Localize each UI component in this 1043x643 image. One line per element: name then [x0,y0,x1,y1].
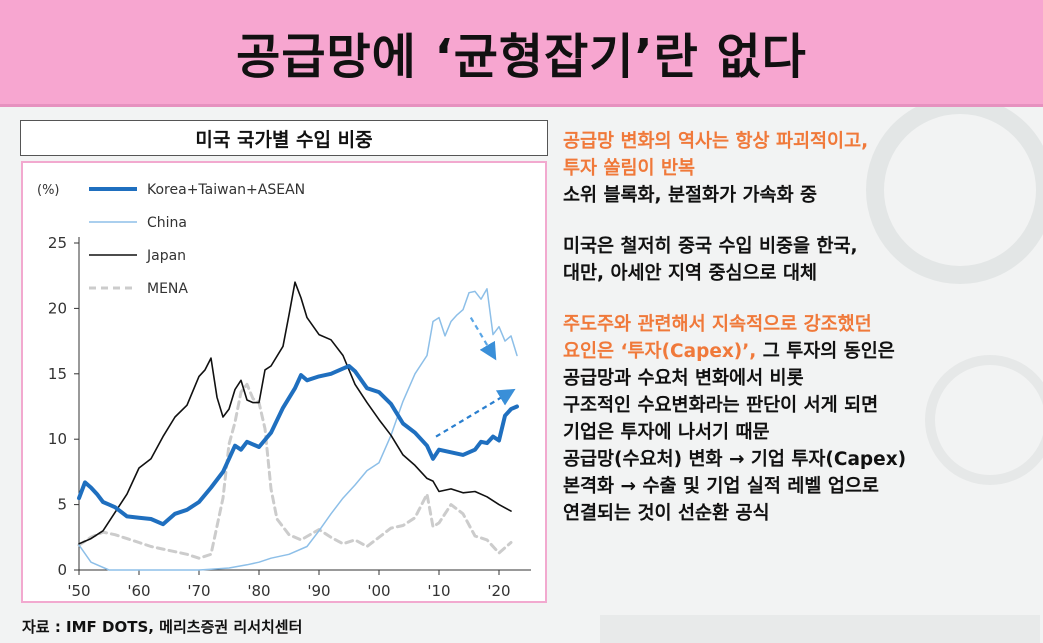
commentary-line: 요인은 ‘투자(Capex)’, 그 투자의 동인은 [563,341,895,362]
x-tick-label: '50 [67,582,90,600]
y-tick-label: 25 [48,234,67,252]
x-tick-label: '90 [307,582,330,600]
x-tick-label: '70 [187,582,210,600]
line-chart: (%) 0 5 10 15 20 25 '50 '60 '70 '80 '90 '00 '10 '20 Kor… [37,182,531,600]
commentary-paragraph: 미국은 철저히 중국 수입 비중을 한국, 대만, 아세안 지역 중심으로 대체 [563,233,1038,287]
header-banner: 공급망에 ‘균형잡기’란 없다 [0,0,1043,107]
chart-frame: (%) 0 5 10 15 20 25 '50 '60 '70 '80 '90 '00 '10 '20 Kor… [21,161,547,603]
commentary-line: 연결되는 것이 선순환 공식 [563,503,770,524]
legend-label: MENA [147,281,188,297]
y-tick-label: 10 [48,430,67,448]
x-tick-label: '60 [127,582,150,600]
series-line-mena [77,382,513,560]
y-tick-label: 5 [57,496,67,514]
page-title: 공급망에 ‘균형잡기’란 없다 [236,29,807,85]
commentary-line: 소위 블록화, 분절화가 가속화 중 [563,185,818,206]
legend-label: Japan [146,248,186,264]
x-tick-label: '10 [427,582,450,600]
legend-label: China [147,215,187,231]
commentary-line: 공급망(수요처) 변화 → 기업 투자(Capex) [563,449,907,470]
x-tick-label: '80 [247,582,270,600]
x-tick-label: '20 [487,582,510,600]
commentary-line: 투자 쏠림이 반복 [563,158,696,179]
commentary-line: 주도주와 관련해서 지속적으로 강조했던 [563,314,872,335]
commentary-line: 미국은 철저히 중국 수입 비중을 한국, [563,236,858,257]
chart-title: 미국 국가별 수입 비중 [20,120,548,156]
source-note: 자료 : IMF DOTS, 메리츠증권 리서치센터 [22,618,303,636]
series-line-japan [78,281,512,545]
legend-label: Korea+Taiwan+ASEAN [147,182,305,198]
series-line-china [78,288,518,571]
y-tick-label: 0 [57,561,67,579]
commentary-line: 구조적인 수요변화라는 판단이 서게 되면 [563,395,879,416]
x-tick-label: '00 [367,582,390,600]
y-tick-label: 15 [48,365,67,383]
commentary-line: 공급망과 수요처 변화에서 비롯 [563,368,804,389]
y-unit-label: (%) [37,183,60,198]
commentary-line-tail: 그 투자의 동인은 [756,341,895,362]
commentary-line: 본격화 → 수출 및 기업 실적 레벨 업으로 [563,476,879,497]
trend-arrow-up [435,388,516,438]
commentary-line: 대만, 아세안 지역 중심으로 대체 [563,263,818,284]
y-tick-label: 20 [48,299,67,317]
series-line-korea-taiwan-asean [77,364,519,527]
trend-arrow-down [469,316,497,361]
commentary-line: 공급망 변화의 역사는 항상 파괴적이고, [563,131,869,152]
commentary-line: 기업은 투자에 나서기 때문 [563,422,770,443]
